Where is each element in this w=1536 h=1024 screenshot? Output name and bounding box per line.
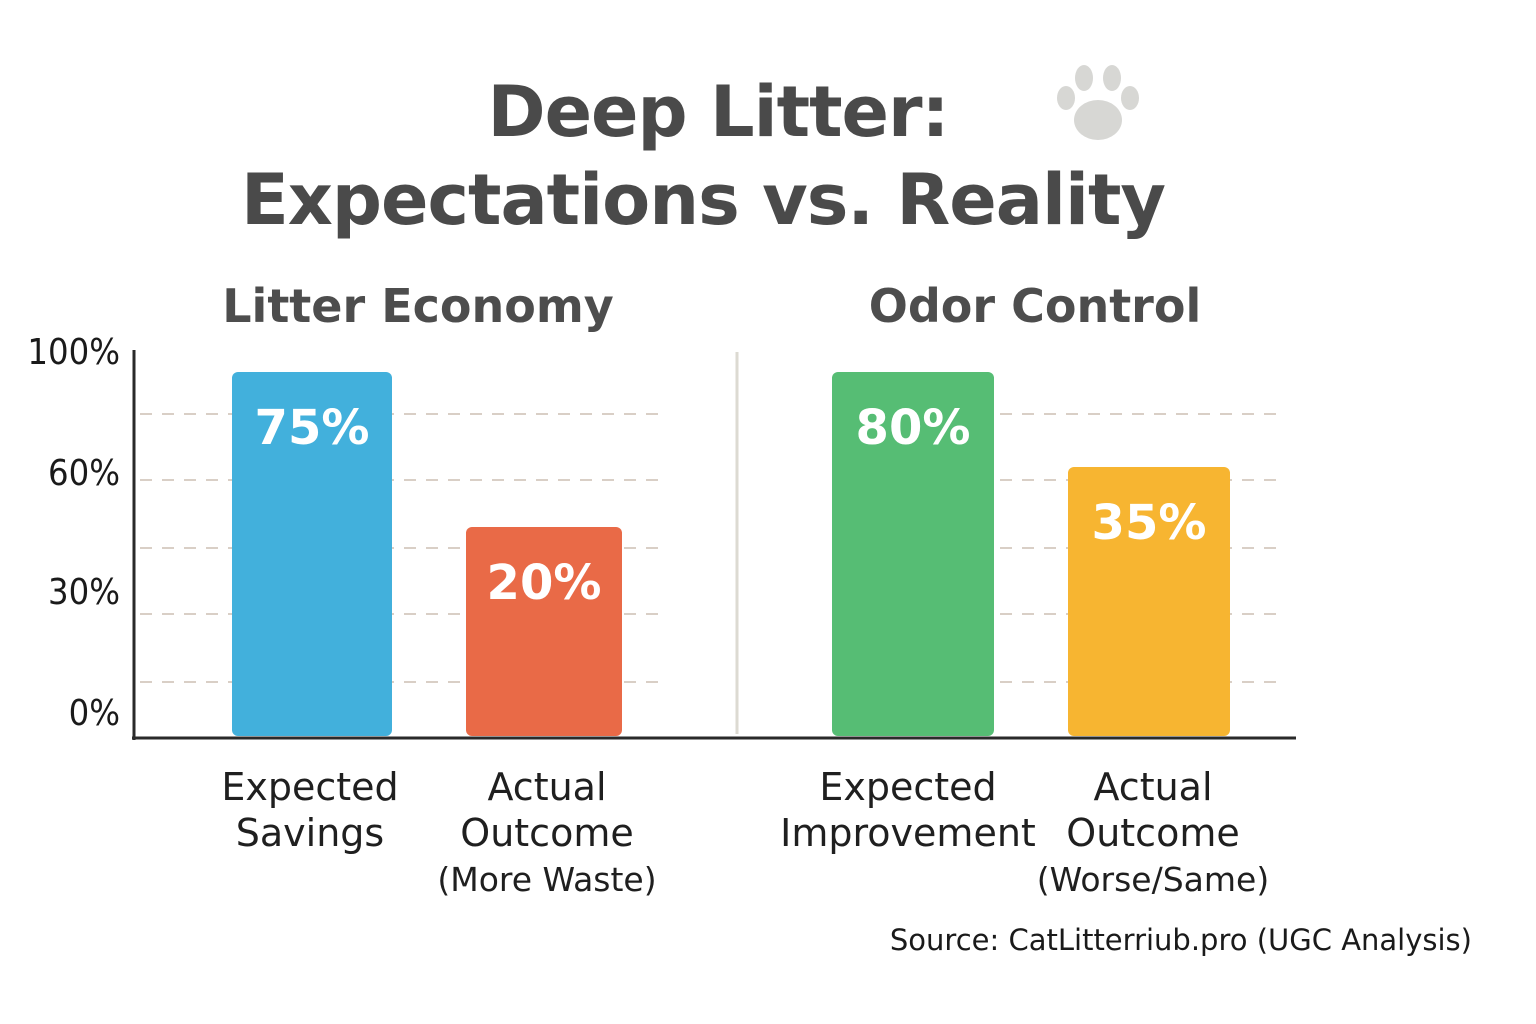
bar xyxy=(232,372,392,736)
y-tick-label: 30% xyxy=(48,572,120,613)
bar-value-label: 35% xyxy=(1092,495,1207,551)
chart-title-line-2: Expectations vs. Reality xyxy=(240,159,1166,241)
bar-value-label: 80% xyxy=(856,400,971,456)
chart-title-line-1: Deep Litter: xyxy=(487,71,949,153)
x-label-sub: (Worse/Same) xyxy=(1036,860,1270,899)
panel-title-odor-control: Odor Control xyxy=(868,279,1202,333)
x-label-actual-outcome-waste: Actual Outcome (More Waste) xyxy=(412,764,682,904)
source-note: Source: CatLitterriub.pro (UGC Analysis) xyxy=(889,923,1472,957)
paw-print-icon xyxy=(1057,65,1139,140)
x-label-expected-savings: Expected Savings xyxy=(200,764,420,856)
y-tick-label: 100% xyxy=(27,332,120,373)
bar xyxy=(832,372,994,736)
x-label-line: Actual xyxy=(1093,765,1213,809)
x-label-line: Expected xyxy=(819,765,997,809)
x-label-expected-improvement: Expected Improvement xyxy=(772,764,1044,856)
x-label-line: Expected xyxy=(221,765,399,809)
x-label-line: Actual xyxy=(487,765,607,809)
bar-value-label: 75% xyxy=(255,400,370,456)
panel-title-litter-economy: Litter Economy xyxy=(222,279,614,333)
x-label-actual-outcome-same: Actual Outcome (Worse/Same) xyxy=(1018,764,1288,904)
x-label-line: Outcome xyxy=(1066,811,1240,855)
x-label-line: Outcome xyxy=(460,811,634,855)
x-label-sub: (More Waste) xyxy=(437,860,657,899)
y-tick-label: 0% xyxy=(68,693,120,734)
x-label-line: Improvement xyxy=(780,811,1036,855)
x-label-line: Savings xyxy=(235,811,385,855)
bar xyxy=(466,527,622,736)
y-tick-label: 60% xyxy=(48,453,120,494)
bar xyxy=(1068,467,1230,736)
bar-value-label: 20% xyxy=(487,555,602,611)
